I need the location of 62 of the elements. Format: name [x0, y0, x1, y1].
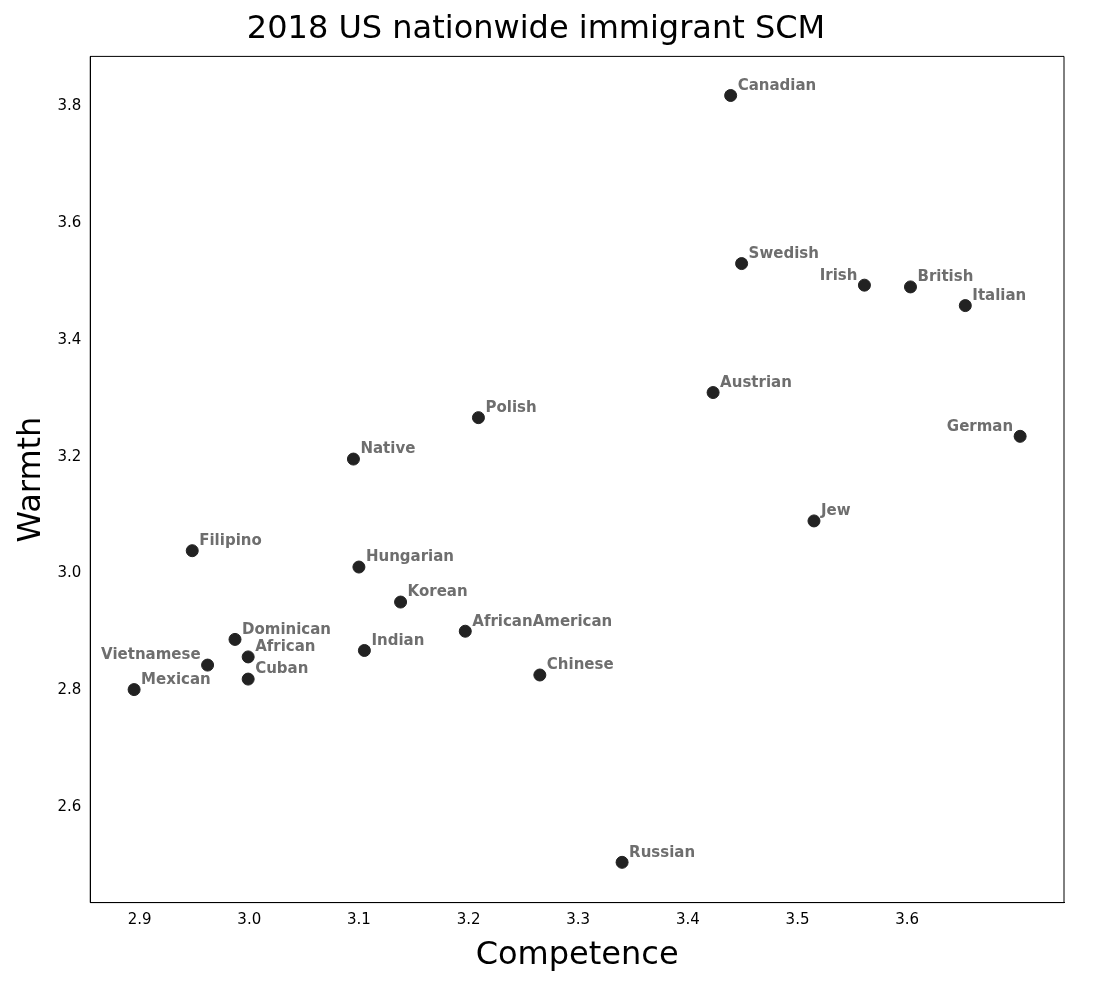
- y-tick-label: 2.6: [57, 796, 82, 815]
- annotation: Irish: [819, 265, 858, 284]
- annotation: German: [946, 416, 1014, 435]
- y-tick-label: 3.8: [57, 96, 82, 115]
- annotation: Native: [360, 439, 416, 458]
- point: [201, 658, 215, 672]
- point: [228, 632, 242, 646]
- annotation: African: [255, 637, 316, 656]
- point: [357, 643, 371, 657]
- point: [903, 280, 917, 294]
- point: [185, 544, 199, 558]
- y-tick-label: 3.2: [57, 446, 82, 465]
- point: [346, 452, 360, 466]
- point: [615, 855, 629, 869]
- annotation: Austrian: [720, 372, 792, 391]
- annotation: Indian: [371, 630, 425, 649]
- point: [735, 257, 749, 271]
- annotation: Russian: [629, 842, 696, 861]
- point: [458, 624, 472, 638]
- annotation: Korean: [407, 582, 468, 601]
- chart-title: 2018 US nationwide immigrant SCM: [246, 7, 826, 46]
- annotation: Swedish: [748, 243, 819, 262]
- annotation: AfricanAmerican: [472, 611, 613, 630]
- x-tick-label: 3.5: [785, 910, 810, 929]
- point: [241, 650, 255, 664]
- point: [471, 411, 485, 425]
- point: [958, 299, 972, 313]
- x-tick-label: 2.9: [127, 910, 152, 929]
- x-axis-title: Competence: [475, 934, 679, 973]
- annotation: Hungarian: [365, 547, 455, 566]
- y-axis-title: Warmth: [9, 416, 48, 543]
- x-tick-label: 3.0: [237, 910, 262, 929]
- point: [533, 668, 547, 682]
- y-tick-label: 3.4: [57, 329, 82, 348]
- point: [1013, 429, 1027, 443]
- annotation: Mexican: [141, 669, 211, 688]
- point: [706, 386, 720, 400]
- annotation: Jew: [819, 501, 851, 520]
- x-tick-label: 3.3: [566, 910, 591, 929]
- x-tick-label: 3.2: [456, 910, 481, 929]
- point: [724, 89, 738, 102]
- annotation: Italian: [972, 285, 1027, 304]
- annotation: Filipino: [199, 531, 262, 550]
- y-tick-label: 3.0: [57, 563, 82, 582]
- point: [241, 672, 255, 686]
- point: [394, 595, 408, 609]
- annotation: Polish: [485, 398, 537, 417]
- x-tick-label: 3.6: [895, 910, 920, 929]
- annotation: Chinese: [546, 655, 614, 674]
- point: [352, 560, 366, 574]
- x-tick-label: 3.4: [675, 910, 700, 929]
- annotation: Dominican: [242, 619, 332, 638]
- y-tick-label: 3.6: [57, 213, 82, 232]
- point: [807, 514, 821, 528]
- point: [857, 278, 871, 292]
- y-tick-label: 2.8: [57, 680, 82, 699]
- annotation: Vietnamese: [101, 645, 201, 664]
- point: [127, 683, 141, 697]
- x-tick-label: 3.1: [346, 910, 371, 929]
- annotation: Canadian: [737, 75, 817, 94]
- annotation: British: [917, 267, 974, 286]
- annotation: Cuban: [255, 659, 309, 678]
